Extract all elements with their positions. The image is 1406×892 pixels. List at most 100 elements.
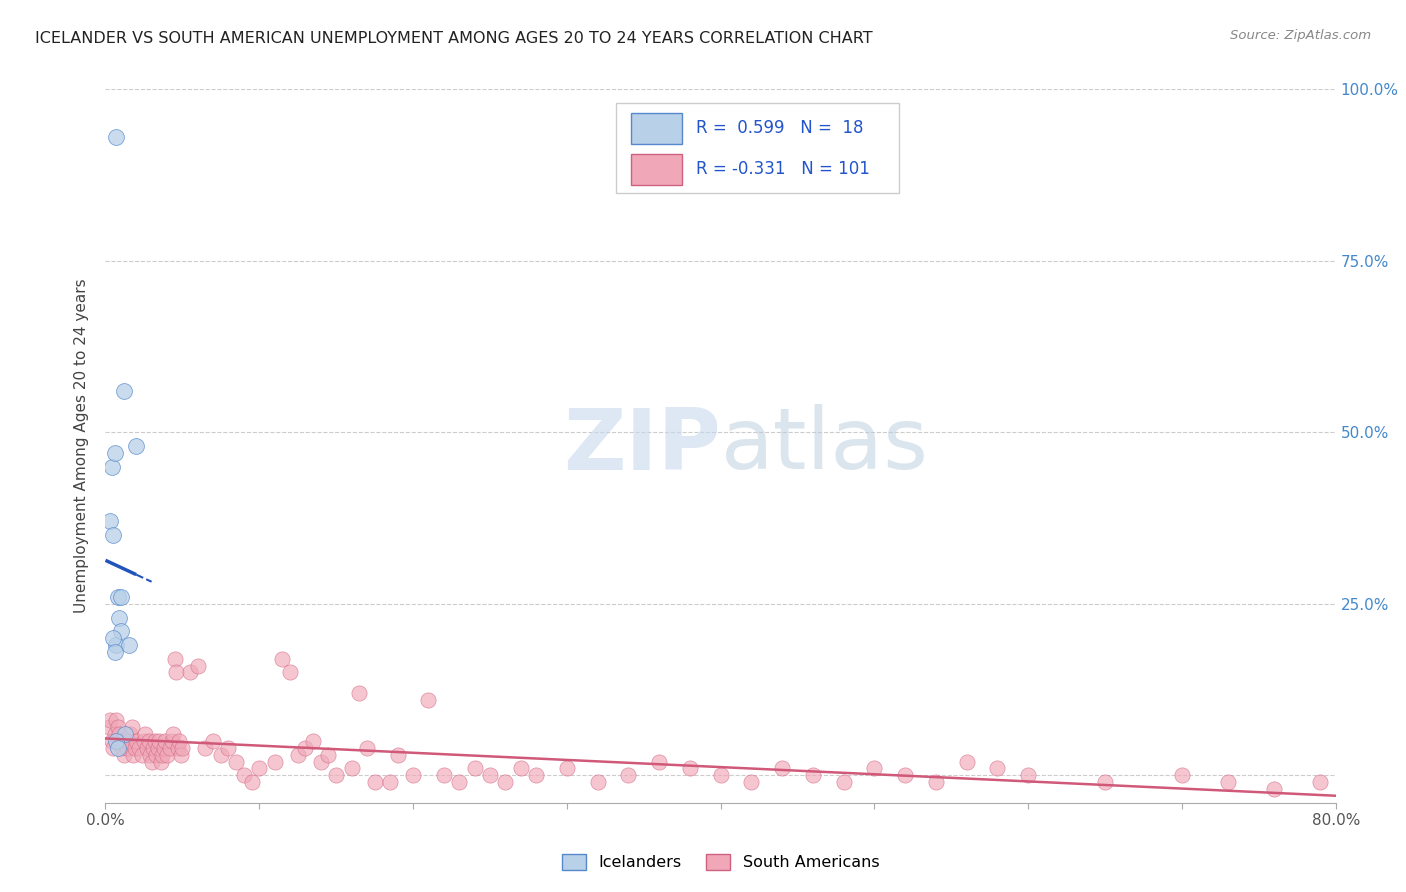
Point bbox=[98, 515, 121, 529]
Point bbox=[138, 734, 160, 748]
Point bbox=[648, 755, 671, 769]
Point bbox=[187, 658, 209, 673]
Point bbox=[240, 775, 263, 789]
Text: ZIP: ZIP bbox=[562, 404, 721, 488]
Point bbox=[107, 740, 129, 755]
Point bbox=[107, 590, 129, 604]
Point bbox=[225, 755, 247, 769]
Point bbox=[956, 755, 979, 769]
Point bbox=[1216, 775, 1239, 789]
Point bbox=[1263, 782, 1285, 797]
FancyBboxPatch shape bbox=[616, 103, 898, 193]
Point bbox=[309, 755, 332, 769]
Point bbox=[524, 768, 547, 782]
Text: R =  0.599   N =  18: R = 0.599 N = 18 bbox=[696, 120, 863, 137]
Point bbox=[494, 775, 516, 789]
Point bbox=[363, 775, 385, 789]
Point bbox=[433, 768, 456, 782]
Point bbox=[108, 727, 131, 741]
Point bbox=[740, 775, 762, 789]
Point bbox=[98, 714, 121, 728]
Point bbox=[170, 747, 193, 762]
Point bbox=[356, 740, 378, 755]
Point bbox=[340, 762, 363, 776]
Point bbox=[105, 130, 128, 145]
Point bbox=[105, 714, 128, 728]
Point bbox=[141, 755, 163, 769]
Point bbox=[156, 747, 179, 762]
Point bbox=[125, 439, 148, 453]
Point bbox=[139, 747, 162, 762]
Point bbox=[770, 762, 793, 776]
Point bbox=[925, 775, 948, 789]
Point bbox=[110, 734, 132, 748]
Point bbox=[159, 740, 181, 755]
Point bbox=[287, 747, 309, 762]
Point bbox=[117, 638, 139, 652]
Point bbox=[105, 638, 128, 652]
Point bbox=[100, 459, 122, 474]
Point bbox=[163, 651, 186, 665]
Point bbox=[110, 590, 132, 604]
Point bbox=[209, 747, 232, 762]
Point bbox=[1171, 768, 1194, 782]
Point bbox=[160, 734, 183, 748]
Point bbox=[136, 740, 159, 755]
Point bbox=[101, 528, 124, 542]
Point bbox=[162, 727, 184, 741]
FancyBboxPatch shape bbox=[631, 113, 682, 144]
Point bbox=[464, 762, 486, 776]
Point bbox=[302, 734, 325, 748]
Point bbox=[143, 734, 166, 748]
Point bbox=[418, 693, 440, 707]
Point bbox=[105, 734, 128, 748]
Point bbox=[555, 762, 578, 776]
Point bbox=[449, 775, 471, 789]
Point bbox=[125, 734, 148, 748]
Point bbox=[402, 768, 425, 782]
Point bbox=[104, 645, 127, 659]
Point bbox=[117, 734, 139, 748]
FancyBboxPatch shape bbox=[631, 154, 682, 185]
Point bbox=[387, 747, 409, 762]
Text: R = -0.331   N = 101: R = -0.331 N = 101 bbox=[696, 161, 870, 178]
Point bbox=[165, 665, 187, 680]
Point bbox=[378, 775, 401, 789]
Point bbox=[179, 665, 201, 680]
Point bbox=[1309, 775, 1331, 789]
Point bbox=[101, 740, 124, 755]
Point bbox=[166, 740, 188, 755]
Legend: Icelanders, South Americans: Icelanders, South Americans bbox=[555, 847, 886, 877]
Point bbox=[132, 734, 155, 748]
Point bbox=[325, 768, 347, 782]
Point bbox=[97, 720, 120, 734]
Point bbox=[121, 720, 143, 734]
Point bbox=[101, 631, 124, 645]
Point bbox=[318, 747, 340, 762]
Point bbox=[114, 734, 136, 748]
Point bbox=[112, 384, 135, 398]
Point bbox=[111, 740, 134, 755]
Point bbox=[131, 747, 153, 762]
Point bbox=[114, 727, 136, 741]
Text: Source: ZipAtlas.com: Source: ZipAtlas.com bbox=[1230, 29, 1371, 42]
Point bbox=[347, 686, 370, 700]
Point bbox=[146, 740, 169, 755]
Point bbox=[294, 740, 316, 755]
Text: atlas: atlas bbox=[721, 404, 928, 488]
Point bbox=[153, 740, 176, 755]
Point bbox=[169, 734, 191, 748]
Point bbox=[509, 762, 531, 776]
Point bbox=[104, 446, 127, 460]
Point bbox=[120, 727, 141, 741]
Point bbox=[124, 740, 146, 755]
Point bbox=[278, 665, 301, 680]
Point bbox=[100, 734, 122, 748]
Point bbox=[194, 740, 217, 755]
Point bbox=[108, 610, 131, 624]
Point bbox=[150, 747, 173, 762]
Text: ICELANDER VS SOUTH AMERICAN UNEMPLOYMENT AMONG AGES 20 TO 24 YEARS CORRELATION C: ICELANDER VS SOUTH AMERICAN UNEMPLOYMENT… bbox=[35, 31, 873, 46]
Point bbox=[115, 740, 138, 755]
Y-axis label: Unemployment Among Ages 20 to 24 years: Unemployment Among Ages 20 to 24 years bbox=[75, 278, 90, 614]
Point bbox=[112, 747, 135, 762]
